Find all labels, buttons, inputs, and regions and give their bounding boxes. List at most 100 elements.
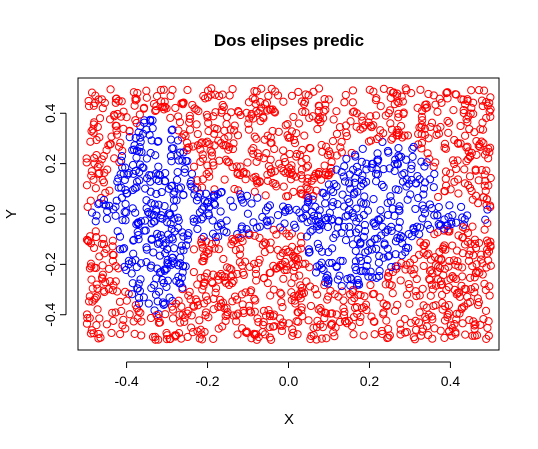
point-inside — [408, 144, 417, 153]
point-outside — [277, 290, 286, 299]
point-inside — [152, 274, 161, 283]
point-inside — [203, 197, 212, 206]
point-outside — [105, 186, 114, 195]
point-outside — [480, 170, 489, 179]
point-outside — [185, 111, 194, 120]
point-outside — [207, 239, 217, 249]
point-outside — [111, 94, 121, 103]
point-outside — [265, 312, 275, 321]
point-outside — [355, 317, 364, 327]
point-inside — [120, 244, 129, 253]
point-outside — [100, 287, 109, 297]
point-outside — [94, 329, 103, 339]
point-outside — [316, 117, 325, 127]
point-inside — [265, 201, 274, 210]
point-inside — [157, 187, 166, 197]
point-outside — [393, 300, 402, 309]
point-outside — [482, 166, 491, 175]
point-outside — [271, 179, 280, 189]
point-inside — [357, 157, 366, 166]
point-inside — [131, 208, 140, 217]
point-inside — [407, 161, 416, 170]
point-outside — [113, 109, 122, 119]
x-tick-label: 0.2 — [360, 373, 380, 389]
point-outside — [118, 146, 127, 155]
point-outside — [130, 101, 139, 110]
point-outside — [401, 265, 410, 274]
point-outside — [279, 146, 288, 155]
point-outside — [274, 127, 283, 136]
point-outside — [340, 98, 349, 107]
point-inside — [366, 267, 375, 276]
point-inside — [242, 225, 251, 234]
point-outside — [89, 120, 98, 129]
point-outside — [477, 96, 487, 105]
point-inside — [178, 228, 187, 237]
point-outside — [137, 331, 146, 340]
point-outside — [450, 320, 459, 329]
point-inside — [165, 293, 174, 302]
point-inside — [337, 281, 346, 291]
point-outside — [383, 333, 392, 343]
point-outside — [203, 296, 212, 305]
point-outside — [376, 102, 385, 111]
point-inside — [447, 220, 456, 229]
point-outside — [400, 315, 409, 324]
point-inside — [346, 229, 355, 238]
point-outside — [296, 150, 305, 160]
point-inside — [113, 227, 122, 236]
point-outside — [198, 257, 207, 266]
point-outside — [410, 265, 419, 274]
point-inside — [169, 259, 178, 268]
point-outside — [277, 163, 286, 173]
point-outside — [287, 229, 296, 238]
point-inside — [99, 195, 109, 205]
point-outside — [453, 257, 462, 266]
point-outside — [464, 250, 474, 259]
point-inside — [385, 251, 394, 260]
point-outside — [426, 255, 436, 264]
point-outside — [279, 97, 288, 106]
point-outside — [481, 285, 490, 295]
y-axis-label: Y — [3, 209, 20, 219]
point-inside — [383, 225, 392, 234]
point-outside — [86, 137, 95, 146]
point-outside — [369, 87, 378, 96]
point-outside — [445, 326, 454, 336]
point-inside — [197, 205, 207, 214]
point-outside — [168, 314, 178, 323]
point-outside — [224, 132, 233, 141]
point-inside — [136, 217, 146, 226]
point-inside — [120, 175, 129, 185]
point-outside — [471, 243, 481, 253]
point-outside — [332, 129, 342, 139]
point-inside — [365, 239, 374, 248]
point-outside — [256, 117, 265, 126]
point-inside — [297, 214, 306, 223]
point-inside — [115, 245, 125, 254]
point-outside — [228, 144, 237, 154]
point-outside — [470, 273, 479, 282]
point-inside — [351, 152, 360, 161]
point-outside — [396, 276, 405, 285]
point-inside — [169, 144, 178, 153]
point-outside — [485, 291, 494, 300]
point-outside — [467, 284, 476, 294]
point-outside — [307, 176, 316, 185]
point-inside — [117, 156, 126, 165]
point-outside — [239, 306, 248, 315]
point-inside — [397, 152, 406, 161]
point-outside — [241, 328, 250, 337]
point-outside — [354, 290, 363, 299]
point-outside — [448, 241, 457, 250]
y-tick-label: -0.4 — [42, 302, 58, 326]
point-outside — [255, 255, 264, 264]
point-outside — [109, 110, 119, 119]
point-outside — [188, 142, 198, 151]
point-outside — [114, 264, 123, 273]
point-outside — [442, 89, 451, 98]
point-outside — [460, 302, 469, 311]
point-outside — [193, 176, 202, 185]
point-inside — [411, 204, 420, 214]
point-inside — [151, 151, 160, 160]
